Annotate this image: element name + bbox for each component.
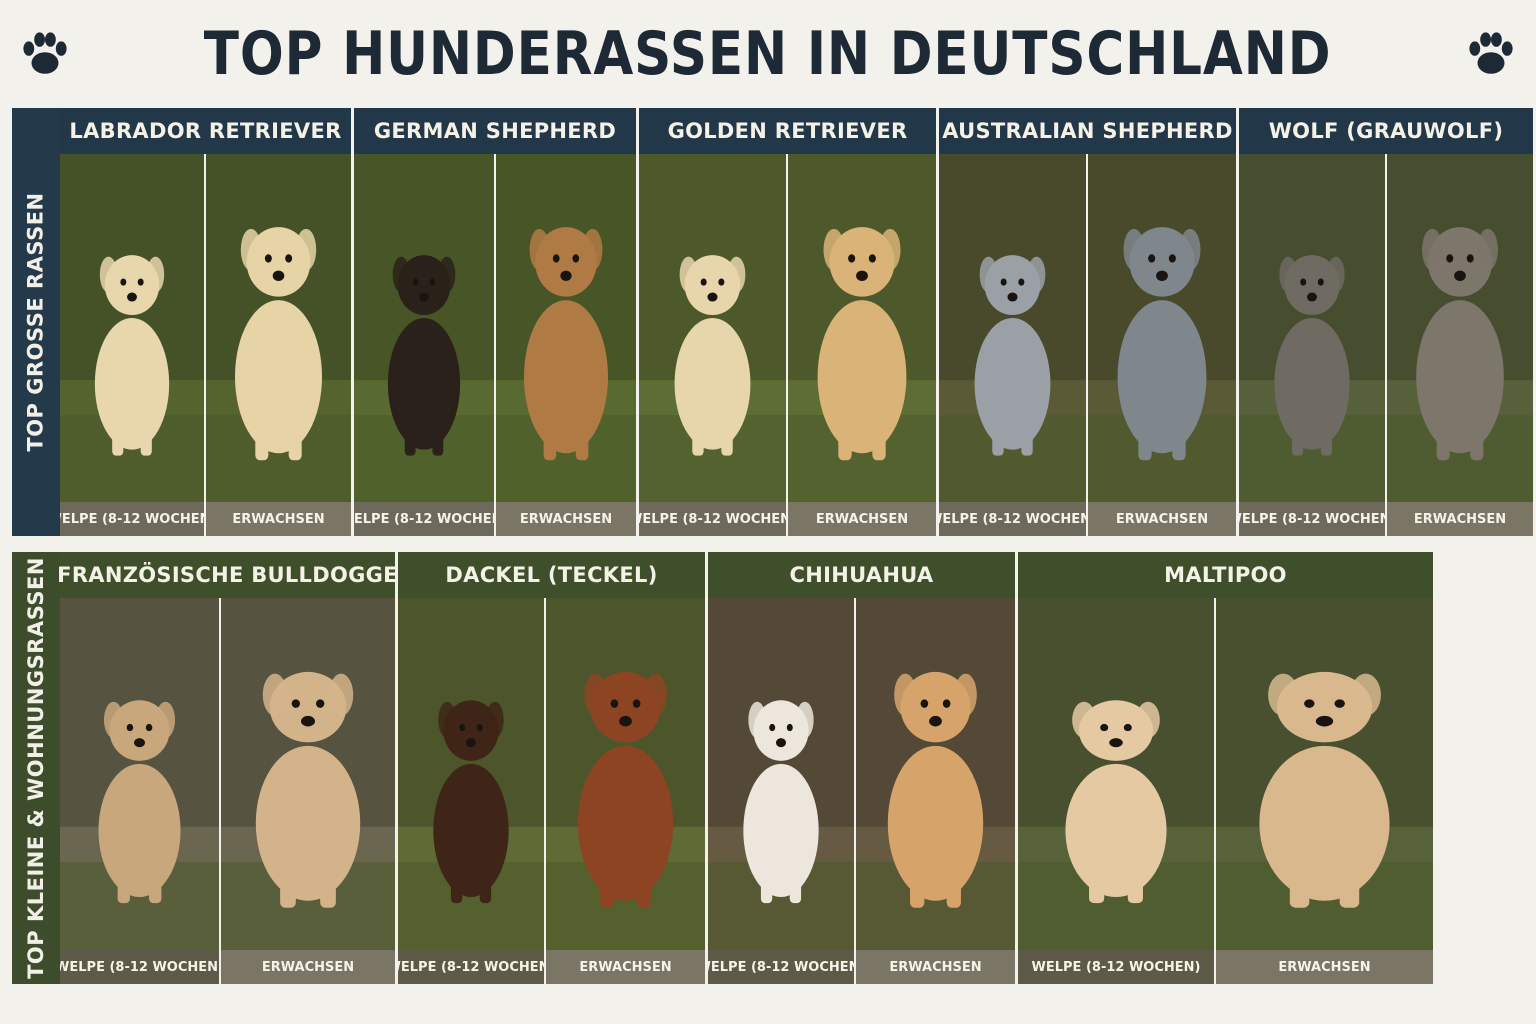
adult-dog-image bbox=[221, 598, 395, 950]
puppy-dog-image bbox=[60, 154, 204, 502]
adult-photo: ERWACHSEN bbox=[786, 154, 936, 536]
adult-dog-image bbox=[206, 154, 351, 502]
adult-caption: ERWACHSEN bbox=[1088, 502, 1236, 536]
section-label-text: TOP KLEINE & WOHNUNGSRASSEN bbox=[24, 557, 49, 979]
puppy-dog-image bbox=[60, 598, 219, 950]
breed-name: AUSTRALIAN SHEPHERD bbox=[939, 108, 1236, 154]
adult-photo: ERWACHSEN bbox=[1086, 154, 1236, 536]
adult-dog-image bbox=[1088, 154, 1236, 502]
breed-column: AUSTRALIAN SHEPHERD WELPE (8-12 WOCHEN)ER… bbox=[939, 108, 1239, 536]
puppy-caption: WELPE (8-12 WOCHEN) bbox=[60, 950, 219, 984]
puppy-caption: WELPE (8-12 WOCHEN) bbox=[60, 502, 204, 536]
breed-column: GOLDEN RETRIEVER WELPE (8-12 WOCHEN)ERWAC… bbox=[639, 108, 939, 536]
puppy-caption: WELPE (8-12 WOCHEN) bbox=[1239, 502, 1385, 536]
puppy-caption: WELPE (8-12 WOCHEN) bbox=[639, 502, 786, 536]
breed-name: DACKEL (TECKEL) bbox=[398, 552, 705, 598]
adult-photo: ERWACHSEN bbox=[854, 598, 1015, 984]
adult-photo: ERWACHSEN bbox=[1214, 598, 1433, 984]
puppy-dog-image bbox=[708, 598, 854, 950]
puppy-caption: WELPE (8-12 WOCHEN) bbox=[939, 502, 1086, 536]
breed-column: DACKEL (TECKEL) WELPE (8-12 WOCHEN)ERWACH… bbox=[398, 552, 708, 984]
puppy-photo: WELPE (8-12 WOCHEN) bbox=[708, 598, 854, 984]
puppy-photo: WELPE (8-12 WOCHEN) bbox=[60, 598, 219, 984]
breed-column: LABRADOR RETRIEVER WELPE (8-12 WOCHEN)ERW… bbox=[60, 108, 354, 536]
paw-print-icon bbox=[1469, 32, 1513, 74]
paw-print-icon bbox=[23, 32, 67, 74]
puppy-dog-image bbox=[939, 154, 1086, 502]
breed-name: GERMAN SHEPHERD bbox=[354, 108, 636, 154]
puppy-dog-image bbox=[639, 154, 786, 502]
breed-name: CHIHUAHUA bbox=[708, 552, 1015, 598]
breed-column: CHIHUAHUA WELPE (8-12 WOCHEN)ERWACHSEN bbox=[708, 552, 1018, 984]
adult-dog-image bbox=[788, 154, 936, 502]
puppy-caption: WELPE (8-12 WOCHEN) bbox=[708, 950, 854, 984]
adult-dog-image bbox=[496, 154, 636, 502]
puppy-photo: WELPE (8-12 WOCHEN) bbox=[639, 154, 786, 536]
adult-dog-image bbox=[856, 598, 1015, 950]
section-label-text: TOP GROSSE RASSEN bbox=[24, 192, 48, 452]
small-breeds-section: TOP KLEINE & WOHNUNGSRASSEN FRANZÖSISCHE… bbox=[12, 552, 1436, 984]
page-title: TOP HUNDERASSEN IN DEUTSCHLAND bbox=[204, 19, 1332, 89]
adult-photo: ERWACHSEN bbox=[544, 598, 705, 984]
adult-photo: ERWACHSEN bbox=[204, 154, 351, 536]
adult-caption: ERWACHSEN bbox=[788, 502, 936, 536]
puppy-caption: WELPE (8-12 WOCHEN) bbox=[354, 502, 494, 536]
adult-caption: ERWACHSEN bbox=[496, 502, 636, 536]
breed-column: WOLF (GRAUWOLF) WELPE (8-12 WOCHEN)ERWACH… bbox=[1239, 108, 1536, 536]
breed-name: WOLF (GRAUWOLF) bbox=[1239, 108, 1533, 154]
puppy-photo: WELPE (8-12 WOCHEN) bbox=[354, 154, 494, 536]
adult-caption: ERWACHSEN bbox=[546, 950, 705, 984]
title-bar: TOP HUNDERASSEN IN DEUTSCHLAND bbox=[0, 0, 1536, 108]
puppy-photo: WELPE (8-12 WOCHEN) bbox=[398, 598, 544, 984]
section-label: TOP GROSSE RASSEN bbox=[12, 108, 60, 536]
breed-name: FRANZÖSISCHE BULLDOGGE bbox=[57, 552, 398, 598]
puppy-photo: WELPE (8-12 WOCHEN) bbox=[60, 154, 204, 536]
adult-dog-image bbox=[1387, 154, 1533, 502]
adult-caption: ERWACHSEN bbox=[856, 950, 1015, 984]
adult-dog-image bbox=[1216, 598, 1433, 950]
puppy-photo: WELPE (8-12 WOCHEN) bbox=[939, 154, 1086, 536]
adult-photo: ERWACHSEN bbox=[494, 154, 636, 536]
puppy-dog-image bbox=[1018, 598, 1214, 950]
breed-column: GERMAN SHEPHERD WELPE (8-12 WOCHEN)ERWACH… bbox=[354, 108, 639, 536]
puppy-caption: WELPE (8-12 WOCHEN) bbox=[1018, 950, 1214, 984]
puppy-caption: WELPE (8-12 WOCHEN) bbox=[398, 950, 544, 984]
adult-photo: ERWACHSEN bbox=[1385, 154, 1533, 536]
puppy-photo: WELPE (8-12 WOCHEN) bbox=[1239, 154, 1385, 536]
adult-caption: ERWACHSEN bbox=[206, 502, 351, 536]
adult-caption: ERWACHSEN bbox=[1216, 950, 1433, 984]
adult-caption: ERWACHSEN bbox=[1387, 502, 1533, 536]
breed-column: FRANZÖSISCHE BULLDOGGE WELPE (8-12 WOCHEN… bbox=[57, 552, 398, 984]
breed-name: GOLDEN RETRIEVER bbox=[639, 108, 936, 154]
breed-column: MALTIPOO WELPE (8-12 WOCHEN) ERWACHSEN bbox=[1018, 552, 1436, 984]
section-label: TOP KLEINE & WOHNUNGSRASSEN bbox=[12, 552, 60, 984]
adult-dog-image bbox=[546, 598, 705, 950]
adult-caption: ERWACHSEN bbox=[221, 950, 395, 984]
puppy-photo: WELPE (8-12 WOCHEN) bbox=[1018, 598, 1214, 984]
large-breeds-section: TOP GROSSE RASSEN LABRADOR RETRIEVER WELP… bbox=[12, 108, 1536, 536]
adult-photo: ERWACHSEN bbox=[219, 598, 395, 984]
breed-name: MALTIPOO bbox=[1018, 552, 1433, 598]
puppy-dog-image bbox=[1239, 154, 1385, 502]
puppy-dog-image bbox=[354, 154, 494, 502]
breed-name: LABRADOR RETRIEVER bbox=[60, 108, 351, 154]
puppy-dog-image bbox=[398, 598, 544, 950]
